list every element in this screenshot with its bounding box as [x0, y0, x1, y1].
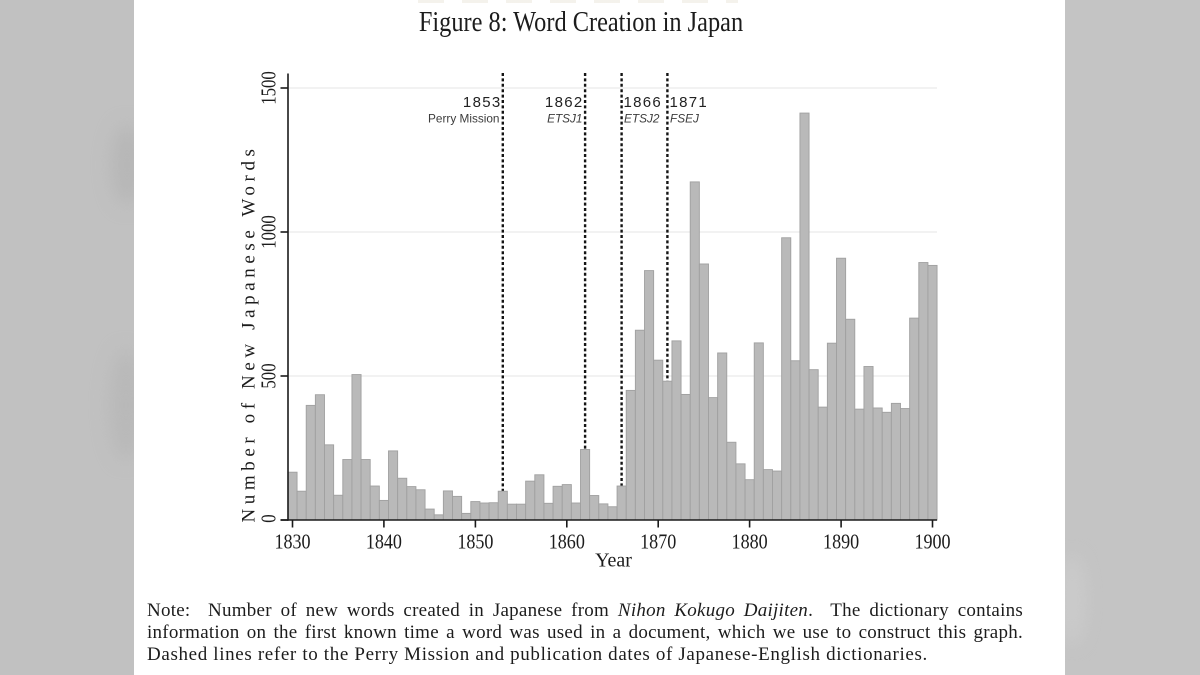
svg-text:ETSJ2: ETSJ2 — [624, 112, 660, 126]
svg-text:ETSJ1: ETSJ1 — [547, 112, 582, 126]
svg-text:Figure 8: Word Creation in Jap: Figure 8: Word Creation in Japan — [419, 7, 743, 38]
svg-text:500: 500 — [258, 363, 281, 388]
svg-text:1860: 1860 — [549, 531, 585, 554]
svg-text:1840: 1840 — [366, 531, 402, 554]
svg-text:1853: 1853 — [463, 94, 502, 111]
svg-text:1880: 1880 — [732, 531, 768, 554]
svg-text:1830: 1830 — [274, 531, 310, 554]
svg-text:1000: 1000 — [258, 215, 281, 249]
svg-text:1500: 1500 — [258, 71, 281, 105]
svg-text:Number of New Japanese Words: Number of New Japanese Words — [239, 144, 260, 522]
svg-text:1871: 1871 — [670, 94, 709, 111]
svg-text:0: 0 — [258, 514, 281, 522]
svg-text:Perry Mission: Perry Mission — [428, 112, 499, 126]
svg-text:Year: Year — [595, 550, 632, 572]
svg-text:FSEJ: FSEJ — [670, 112, 699, 126]
svg-text:1870: 1870 — [640, 531, 676, 554]
svg-text:1862: 1862 — [545, 94, 584, 111]
svg-text:1850: 1850 — [457, 531, 493, 554]
svg-text:1900: 1900 — [914, 531, 950, 554]
svg-text:1890: 1890 — [823, 531, 859, 554]
svg-text:1866: 1866 — [624, 94, 663, 111]
